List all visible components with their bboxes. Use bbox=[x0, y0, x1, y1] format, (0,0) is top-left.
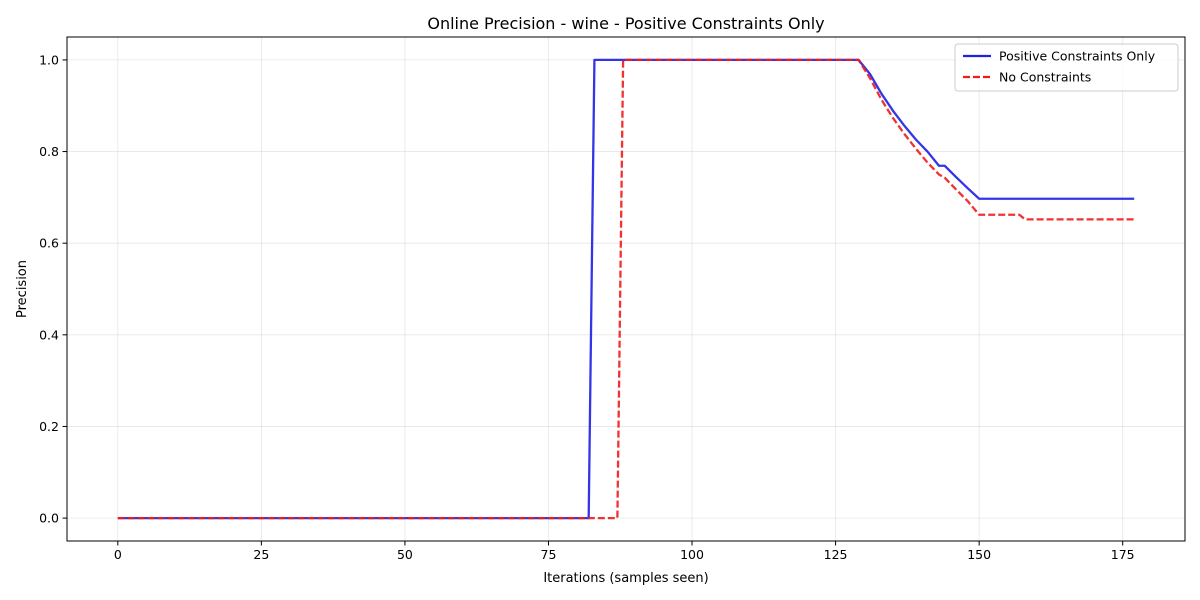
x-tick-label: 150 bbox=[967, 547, 991, 562]
series-line-no-constraints bbox=[117, 58, 1135, 520]
y-tick-label: 0.8 bbox=[39, 144, 59, 159]
plot-frame bbox=[66, 36, 1186, 542]
legend-label-positive-constraints: Positive Constraints Only bbox=[999, 49, 1156, 64]
legend: Positive Constraints Only No Constraints bbox=[954, 43, 1179, 92]
chart-title: Online Precision - wine - Positive Const… bbox=[427, 14, 824, 33]
legend-label-no-constraints: No Constraints bbox=[999, 70, 1091, 85]
x-tick-label: 100 bbox=[680, 547, 704, 562]
series-lines bbox=[117, 58, 1135, 520]
x-tick-label: 0 bbox=[114, 547, 122, 562]
ticks: 0 25 50 75 100 125 150 175 0.0 0.2 0.4 0.6 0.8 1.0 bbox=[39, 52, 1135, 562]
legend-box bbox=[954, 43, 1179, 92]
x-axis-label: Iterations (samples seen) bbox=[543, 571, 708, 586]
y-tick-label: 0.2 bbox=[39, 419, 59, 434]
x-tick-label: 25 bbox=[253, 547, 269, 562]
y-tick-label: 1.0 bbox=[39, 52, 59, 67]
y-tick-label: 0.4 bbox=[39, 327, 59, 342]
y-tick-label: 0.0 bbox=[39, 511, 59, 526]
x-tick-label: 175 bbox=[1111, 547, 1135, 562]
x-tick-label: 75 bbox=[541, 547, 557, 562]
y-axis-label: Precision bbox=[15, 260, 30, 318]
x-tick-label: 125 bbox=[824, 547, 848, 562]
y-tick-label: 0.6 bbox=[39, 236, 59, 251]
x-tick-label: 50 bbox=[397, 547, 413, 562]
